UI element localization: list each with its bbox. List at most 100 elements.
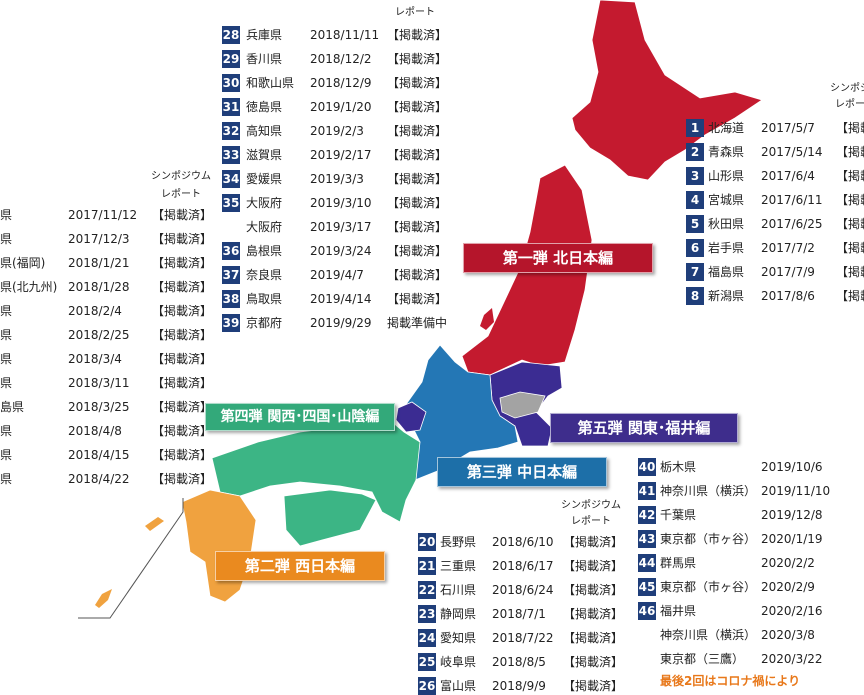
- row-number: 2: [686, 143, 704, 161]
- status: 【掲載済】: [152, 208, 213, 222]
- note: 最後2回はコロナ禍により: [660, 674, 801, 688]
- date: 2020/2/9: [761, 580, 815, 594]
- prefecture: 県: [0, 328, 13, 342]
- status: 【掲載済】: [152, 424, 213, 438]
- region-saitama: [499, 391, 546, 419]
- prefecture: 県(福岡): [0, 256, 46, 270]
- banner-kansai: 第四弾 関西･四国･山陰編: [205, 403, 395, 431]
- prefecture: 高知県: [246, 124, 283, 138]
- date: 2018/11/11: [310, 28, 380, 42]
- date: 2019/2/3: [310, 124, 364, 138]
- prefecture: 島根県: [246, 244, 283, 258]
- date: 2018/9/9: [492, 679, 546, 693]
- prefecture: 鳥取県: [246, 292, 283, 306]
- prefecture: 福島県: [708, 265, 745, 279]
- prefecture: 神奈川県（横浜）: [660, 628, 757, 642]
- prefecture: 新潟県: [708, 289, 745, 303]
- region-shikoku: [283, 489, 377, 547]
- status: 【掲載済】: [563, 583, 624, 597]
- status: 【掲載済】: [152, 304, 213, 318]
- date: 2018/3/11: [68, 376, 130, 390]
- date: 2018/7/22: [492, 631, 554, 645]
- status: 【掲載済】: [152, 256, 213, 270]
- column-header: シンポジ: [830, 83, 864, 94]
- row-number: 24: [418, 629, 436, 647]
- row-number: 38: [222, 290, 240, 308]
- date: 2018/4/22: [68, 472, 130, 486]
- date: 2020/2/2: [761, 556, 815, 570]
- row-number: 21: [418, 557, 436, 575]
- status: 【掲載済】: [387, 52, 448, 66]
- prefecture: 県: [0, 472, 13, 486]
- date: 2017/11/12: [68, 208, 138, 222]
- prefecture: 徳島県: [246, 100, 283, 114]
- column-header: レポート: [161, 189, 201, 200]
- prefecture: 滋賀県: [246, 148, 283, 162]
- prefecture: 静岡県: [440, 607, 477, 621]
- row-number: 8: [686, 287, 704, 305]
- prefecture: 北海道: [708, 121, 745, 135]
- prefecture: 県: [0, 304, 13, 318]
- status: 【掲載済】: [387, 244, 448, 258]
- row-number: 36: [222, 242, 240, 260]
- prefecture: 東京都（三鷹）: [660, 652, 745, 666]
- row-number: 5: [686, 215, 704, 233]
- date: 2018/1/21: [68, 256, 130, 270]
- row-number: 29: [222, 50, 240, 68]
- date: 2017/7/9: [761, 265, 815, 279]
- banner-central: 第三弾 中日本編: [437, 457, 607, 487]
- date: 2019/9/29: [310, 316, 372, 330]
- date: 2020/2/16: [761, 604, 823, 618]
- status: 【掲載: [836, 145, 864, 159]
- date: 2019/12/8: [761, 508, 823, 522]
- status: 【掲載済】: [563, 679, 624, 693]
- status: 【掲載済】: [563, 535, 624, 549]
- status: 【掲載済】: [563, 655, 624, 669]
- date: 2019/11/10: [761, 484, 831, 498]
- date: 2018/12/9: [310, 76, 372, 90]
- status: 【掲載: [836, 241, 864, 255]
- date: 2018/1/28: [68, 280, 130, 294]
- status: 【掲載済】: [152, 400, 213, 414]
- prefecture: 東京都（市ヶ谷）: [660, 580, 757, 594]
- date: 2019/10/6: [761, 460, 823, 474]
- status: 【掲載済】: [387, 148, 448, 162]
- row-number: 31: [222, 98, 240, 116]
- row-number: 33: [222, 146, 240, 164]
- row-number: 41: [638, 482, 656, 500]
- date: 2019/2/17: [310, 148, 372, 162]
- island-okinawa-1: [145, 517, 164, 531]
- prefecture: 兵庫県: [246, 28, 283, 42]
- status: 【掲載済】: [152, 280, 213, 294]
- prefecture: 秋田県: [708, 217, 745, 231]
- row-number: 4: [686, 191, 704, 209]
- prefecture: 富山県: [440, 679, 477, 693]
- row-number: 44: [638, 554, 656, 572]
- prefecture: 栃木県: [660, 460, 697, 474]
- region-fukui: [395, 401, 427, 433]
- prefecture: 県: [0, 352, 13, 366]
- date: 2019/4/14: [310, 292, 372, 306]
- prefecture: 青森県: [708, 145, 745, 159]
- column-header: レポー: [835, 99, 864, 110]
- row-number: 22: [418, 581, 436, 599]
- prefecture: 京都府: [246, 316, 283, 330]
- row-number: 32: [222, 122, 240, 140]
- prefecture: 大阪府: [246, 220, 283, 234]
- status: 【掲載済】: [387, 172, 448, 186]
- status: 【掲載済】: [152, 376, 213, 390]
- prefecture: 県(北九州): [0, 280, 58, 294]
- row-number: 40: [638, 458, 656, 476]
- row-number: 45: [638, 578, 656, 596]
- date: 2019/3/17: [310, 220, 372, 234]
- row-number: 25: [418, 653, 436, 671]
- status: 【掲載済】: [387, 292, 448, 306]
- prefecture: 群馬県: [660, 556, 697, 570]
- prefecture: 大阪府: [246, 196, 283, 210]
- banner-north: 第一弾 北日本編: [463, 243, 653, 273]
- status: 【掲載済】: [563, 559, 624, 573]
- date: 2018/6/17: [492, 559, 554, 573]
- date: 2017/6/25: [761, 217, 823, 231]
- date: 2019/3/24: [310, 244, 372, 258]
- inset-line: [78, 498, 184, 619]
